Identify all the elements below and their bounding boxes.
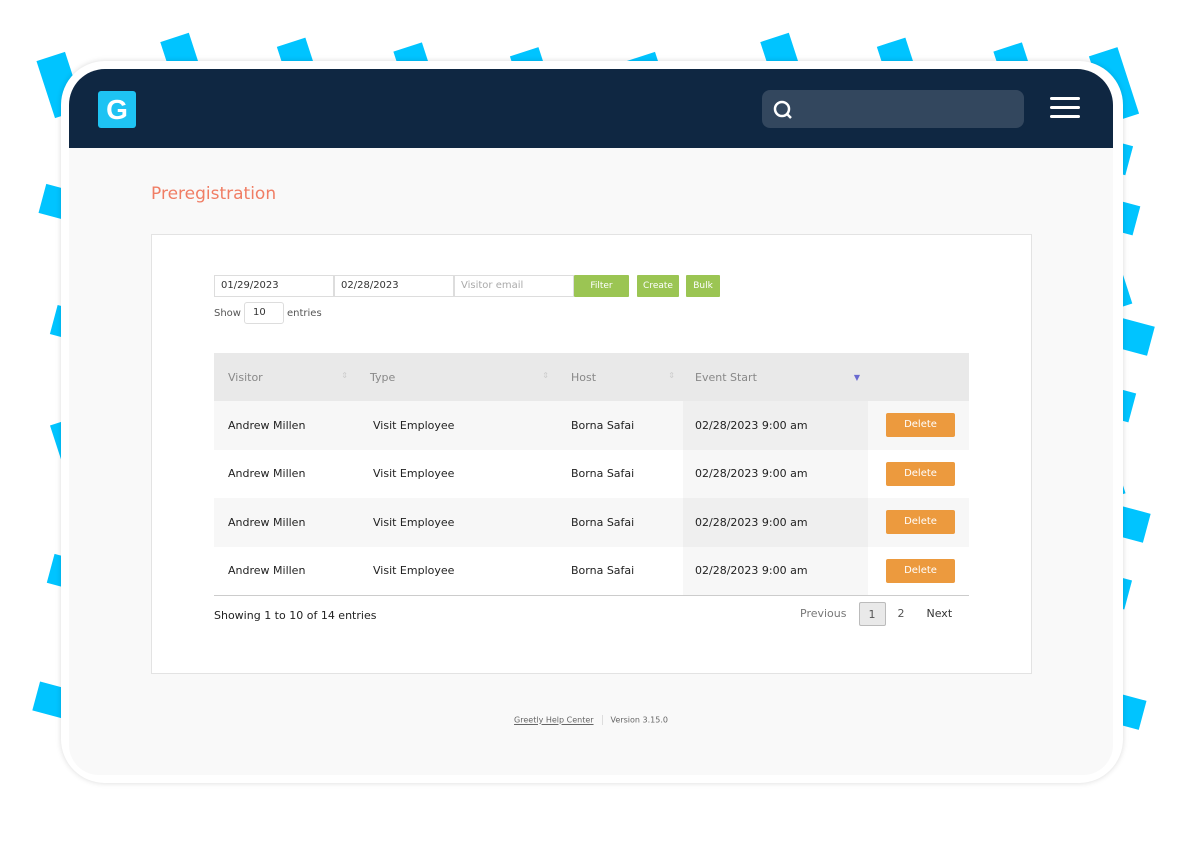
host-cell: Borna Safai — [557, 498, 683, 547]
actions-cell: Delete — [868, 498, 969, 547]
table-row: Andrew Millen Visit Employee Borna Safai… — [214, 449, 969, 499]
preregistration-card: 01/29/2023 02/28/2023 Visitor email Filt… — [151, 234, 1032, 674]
visitor-cell: Andrew Millen — [228, 467, 306, 481]
visitor-cell: Andrew Millen — [214, 498, 356, 547]
entries-label: entries — [286, 307, 322, 319]
delete-button[interactable]: Delete — [886, 413, 955, 438]
filter-bar: 01/29/2023 02/28/2023 Visitor email Filt… — [214, 275, 720, 297]
actions-cell: Delete — [868, 546, 969, 596]
preregistration-table: Visitor ⇕ Type ⇕ Host ⇕ Event Start ▼ Andrew… — [214, 353, 969, 596]
hamburger-menu-icon[interactable] — [1050, 97, 1080, 121]
sort-icon: ⇕ — [668, 371, 675, 380]
entries-select[interactable]: 10 — [243, 302, 284, 324]
entries-length: Show 10 entries — [214, 302, 322, 324]
sort-icon: ⇕ — [542, 371, 549, 380]
table-row: Andrew Millen Visit Employee Borna Safai… — [214, 546, 969, 596]
event-start-cell: 02/28/2023 9:00 am — [683, 449, 868, 498]
type-cell: Visit Employee — [356, 401, 557, 450]
version-label: Version 3.15.0 — [610, 715, 668, 725]
start-date-input[interactable]: 01/29/2023 — [214, 275, 334, 297]
search-icon — [773, 100, 792, 119]
type-cell: Visit Employee — [373, 467, 455, 481]
delete-button[interactable]: Delete — [886, 558, 955, 583]
actions-cell: Delete — [868, 401, 969, 450]
create-button[interactable]: Create — [637, 275, 679, 297]
footer: Greetly Help Center Version 3.15.0 — [69, 715, 1113, 725]
end-date-input[interactable]: 02/28/2023 — [334, 275, 454, 297]
table-row: Andrew Millen Visit Employee Borna Safai… — [214, 498, 969, 547]
greetly-logo[interactable]: G — [98, 91, 136, 128]
column-visitor[interactable]: Visitor ⇕ — [214, 353, 356, 401]
page-1-button[interactable]: 1 — [858, 602, 886, 626]
event-start-cell: 02/28/2023 9:00 am — [683, 546, 868, 596]
visitor-email-input[interactable]: Visitor email — [454, 275, 574, 297]
table-info: Showing 1 to 10 of 14 entries — [214, 609, 377, 622]
search-input[interactable] — [762, 90, 1024, 128]
visitor-cell: Andrew Millen — [214, 401, 356, 450]
actions-cell: Delete — [868, 450, 969, 499]
host-cell: Borna Safai — [571, 467, 635, 481]
help-center-link[interactable]: Greetly Help Center — [514, 715, 594, 725]
show-label: Show — [214, 307, 241, 319]
column-event-start[interactable]: Event Start ▼ — [683, 353, 868, 401]
next-page-button[interactable]: Next — [926, 607, 953, 620]
type-cell: Visit Employee — [356, 546, 557, 596]
type-cell: Visit Employee — [356, 498, 557, 547]
app-screen: G Preregistration 01/29/2023 02/28/2023 … — [69, 69, 1113, 775]
top-nav: G — [69, 69, 1113, 148]
delete-button[interactable]: Delete — [886, 510, 955, 535]
column-host[interactable]: Host ⇕ — [557, 353, 683, 401]
bulk-button[interactable]: Bulk — [686, 275, 720, 297]
sort-desc-icon: ▼ — [853, 373, 860, 382]
page-title: Preregistration — [151, 184, 277, 204]
visitor-cell: Andrew Millen — [214, 546, 356, 596]
page-2-button[interactable]: 2 — [897, 607, 905, 620]
filter-button[interactable]: Filter — [574, 275, 629, 297]
event-start-cell: 02/28/2023 9:00 am — [683, 401, 868, 450]
pagination: Previous 1 2 Next — [792, 602, 960, 626]
event-start-cell: 02/28/2023 9:00 am — [683, 498, 868, 547]
table-row: Andrew Millen Visit Employee Borna Safai… — [214, 401, 969, 450]
host-cell: Borna Safai — [557, 546, 683, 596]
column-actions — [868, 353, 969, 401]
previous-page-button[interactable]: Previous — [800, 607, 847, 620]
sort-icon: ⇕ — [341, 371, 348, 380]
delete-button[interactable]: Delete — [886, 461, 955, 486]
column-type[interactable]: Type ⇕ — [356, 353, 557, 401]
host-cell: Borna Safai — [557, 401, 683, 450]
